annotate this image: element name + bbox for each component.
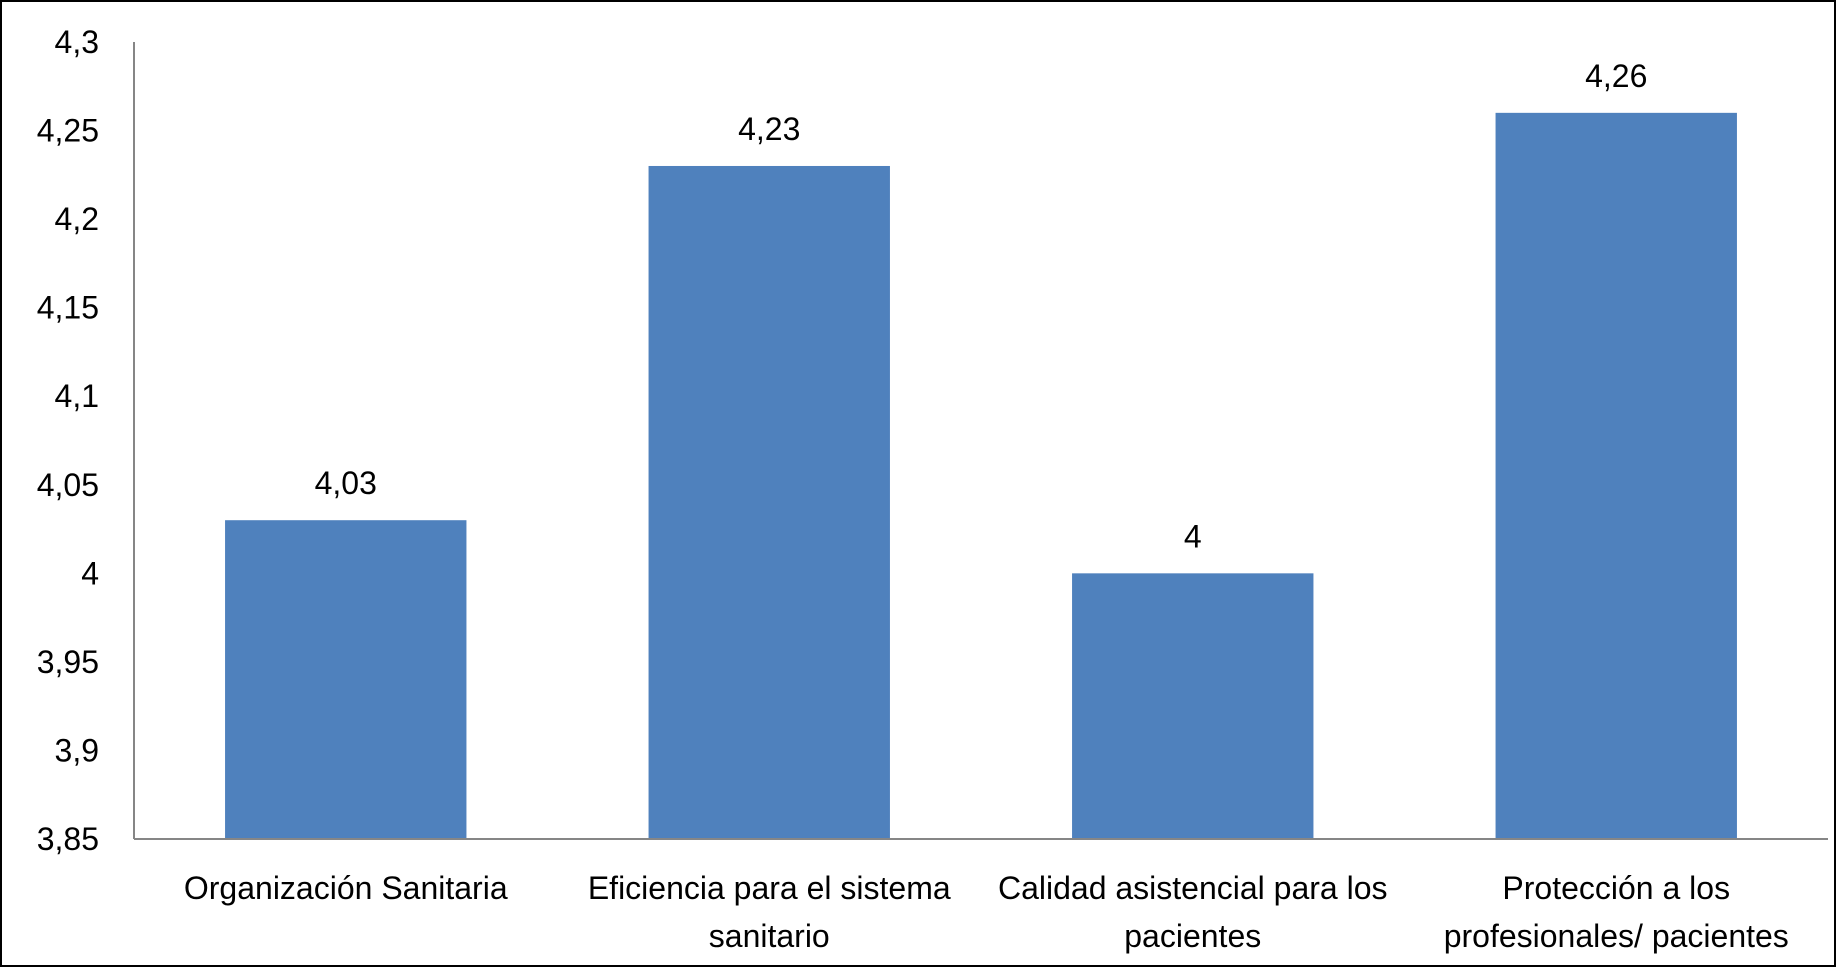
- y-tick-label: 4,15: [37, 290, 99, 326]
- y-tick-label: 4: [81, 555, 99, 591]
- axes: [133, 42, 1828, 840]
- y-tick-label: 4,05: [37, 467, 99, 503]
- bar: [1495, 112, 1737, 840]
- data-label: 4,03: [315, 465, 377, 501]
- data-label: 4,23: [738, 111, 800, 147]
- x-category-label-line: profesionales/ pacientes: [1444, 918, 1789, 954]
- x-category-label-line: Organización Sanitaria: [184, 870, 508, 906]
- bars: [225, 112, 1737, 840]
- y-tick-label: 3,95: [37, 644, 99, 680]
- bar: [648, 165, 890, 839]
- category-labels: Organización Sanitaria Eficiencia para el…: [184, 870, 1789, 954]
- y-tick-label: 4,25: [37, 113, 99, 149]
- x-category-label-line: Calidad asistencial para los: [998, 870, 1388, 906]
- x-category-label: Calidad asistencial para los pacientes: [998, 870, 1388, 954]
- bar: [1072, 573, 1314, 839]
- y-tick-label: 3,85: [37, 821, 99, 857]
- y-tick-label: 3,9: [55, 732, 99, 768]
- x-category-label-line: Protección a los: [1502, 870, 1730, 906]
- data-labels: 4,03 4,23 4 4,26: [315, 58, 1648, 554]
- y-tick-label: 4,3: [55, 24, 99, 60]
- y-tick-label: 4,1: [55, 378, 99, 414]
- y-tick-label: 4,2: [55, 201, 99, 237]
- x-category-label: Organización Sanitaria: [184, 870, 508, 906]
- x-category-label: Protección a los profesionales/ pacientes: [1444, 870, 1789, 954]
- y-axis-ticks: 3,85 3,9 3,95 4 4,05 4,1 4,15 4,2 4,25 4,3: [37, 24, 99, 857]
- data-label: 4,26: [1585, 58, 1647, 94]
- x-category-label-line: Eficiencia para el sistema: [588, 870, 951, 906]
- data-label: 4: [1184, 518, 1202, 554]
- x-category-label: Eficiencia para el sistema sanitario: [588, 870, 951, 954]
- x-category-label-line: sanitario: [709, 918, 830, 954]
- bar: [225, 520, 467, 839]
- x-category-label-line: pacientes: [1124, 918, 1261, 954]
